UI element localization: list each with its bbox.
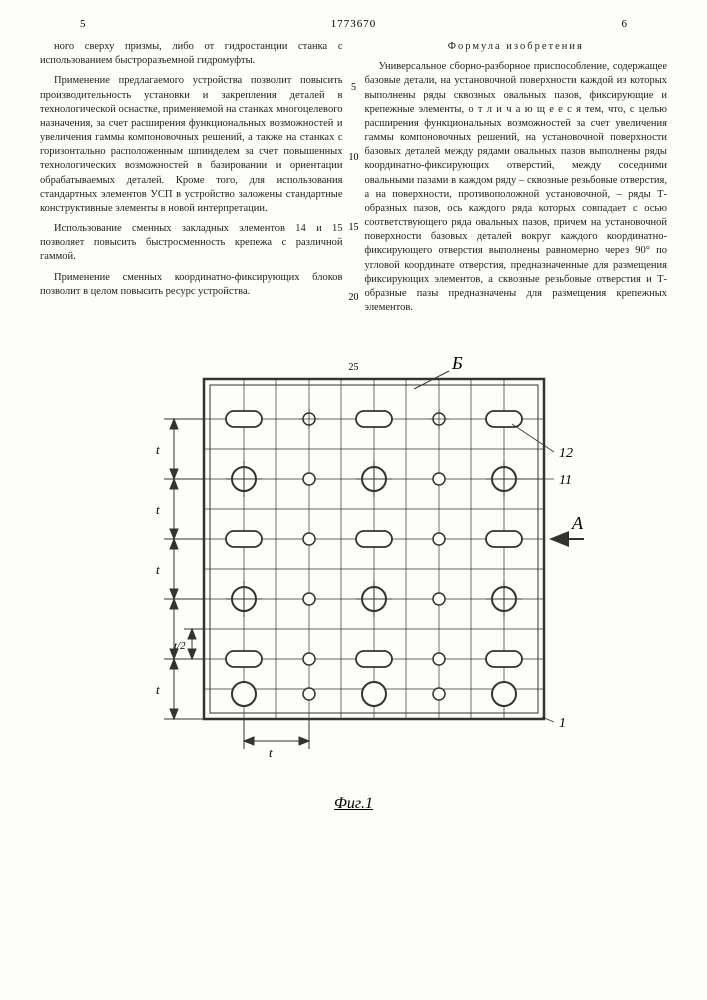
- label-1: 1: [559, 716, 566, 731]
- right-column: Формула изобретения Универсальное сборно…: [365, 40, 668, 321]
- text-columns: ного сверху призмы, либо от гидростанции…: [40, 40, 667, 321]
- figure-svg: Б А 11 12 1 t t t t t/2 t: [114, 349, 594, 789]
- paragraph: ного сверху призмы, либо от гидростанции…: [40, 40, 343, 68]
- label-12: 12: [559, 446, 573, 461]
- page: 5 6 1773670 5 10 15 20 25 ного сверху пр…: [0, 0, 707, 1000]
- label-B: Б: [451, 353, 463, 373]
- paragraph: Использование сменных закладных элементо…: [40, 222, 343, 265]
- paragraph: Применение предлагаемого устройства позв…: [40, 74, 343, 216]
- dim-t: t: [156, 682, 160, 697]
- arrow-A: А: [549, 513, 584, 547]
- left-column: ного сверху призмы, либо от гидростанции…: [40, 40, 343, 321]
- dim-t-bottom: t: [269, 745, 273, 760]
- paragraph: Универсальное сборно-разборное приспособ…: [365, 60, 668, 315]
- patent-number: 1773670: [331, 18, 377, 30]
- section-title: Формула изобретения: [365, 40, 668, 54]
- dim-t: t: [156, 562, 160, 577]
- svg-text:А: А: [571, 513, 584, 533]
- dim-t: t: [156, 442, 160, 457]
- label-11: 11: [559, 473, 572, 488]
- paragraph: Применение сменных координатно-фиксирующ…: [40, 271, 343, 299]
- dim-t: t: [156, 502, 160, 517]
- right-page-number: 6: [622, 18, 628, 30]
- left-page-number: 5: [80, 18, 86, 30]
- figure-caption: Фиг.1: [40, 795, 667, 813]
- figure-1: Б А 11 12 1 t t t t t/2 t Фиг.1: [40, 349, 667, 813]
- dim-t2: t/2: [174, 640, 186, 652]
